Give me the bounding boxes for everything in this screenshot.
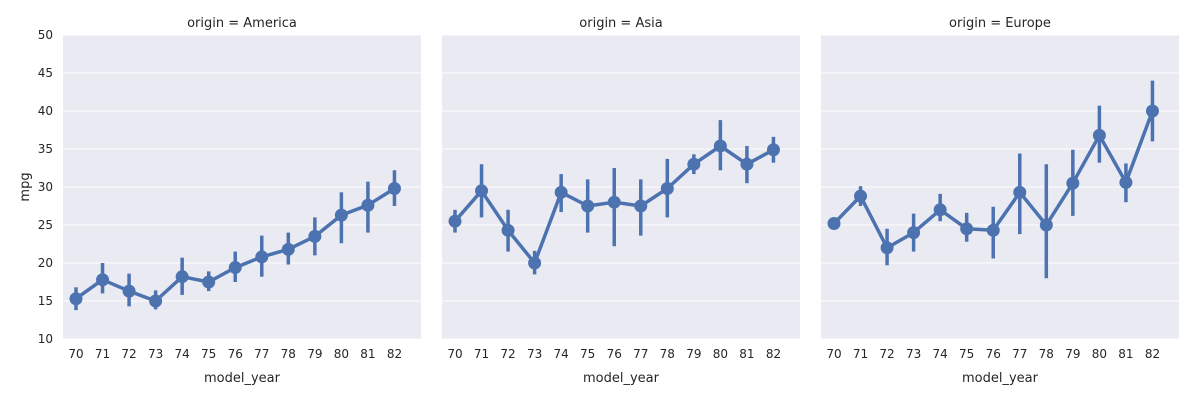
x-tick-label: 75 — [580, 347, 595, 361]
data-point — [122, 284, 136, 298]
x-tick-label: 76 — [228, 347, 243, 361]
x-tick-label: 77 — [633, 347, 648, 361]
x-axis-label: model_year — [204, 371, 281, 386]
y-tick-label: 25 — [38, 218, 53, 232]
data-point — [69, 292, 83, 306]
x-axis-label: model_year — [583, 371, 660, 386]
x-tick-label: 81 — [1118, 347, 1133, 361]
y-tick-label: 35 — [38, 142, 53, 156]
data-point — [281, 242, 295, 256]
data-point — [175, 270, 189, 284]
x-tick-label: 80 — [1092, 347, 1107, 361]
x-tick-label: 74 — [554, 347, 569, 361]
x-tick-label: 70 — [826, 347, 841, 361]
data-point — [687, 157, 701, 171]
x-tick-label: 71 — [474, 347, 489, 361]
data-point — [713, 139, 727, 153]
data-point — [554, 185, 568, 199]
x-tick-label: 81 — [739, 347, 754, 361]
data-point — [960, 222, 974, 236]
y-tick-label: 10 — [38, 332, 53, 346]
x-tick-label: 79 — [686, 347, 701, 361]
x-tick-label: 71 — [95, 347, 110, 361]
data-point — [228, 261, 242, 275]
data-point — [854, 189, 868, 203]
x-tick-label: 77 — [254, 347, 269, 361]
x-tick-label: 80 — [334, 347, 349, 361]
y-tick-label: 45 — [38, 66, 53, 80]
data-point — [501, 223, 515, 237]
data-point — [907, 226, 921, 240]
x-tick-label: 74 — [175, 347, 190, 361]
x-tick-label: 73 — [527, 347, 542, 361]
x-tick-label: 74 — [933, 347, 948, 361]
data-point — [660, 182, 674, 196]
data-point — [255, 250, 269, 264]
data-point — [308, 229, 322, 243]
data-point — [986, 223, 1000, 237]
x-tick-label: 76 — [607, 347, 622, 361]
data-point — [933, 203, 947, 217]
x-tick-label: 80 — [713, 347, 728, 361]
x-tick-label: 82 — [387, 347, 402, 361]
y-axis-label: mpg — [18, 172, 33, 201]
data-point — [334, 208, 348, 222]
data-point — [581, 199, 595, 213]
y-tick-label: 15 — [38, 294, 53, 308]
x-tick-label: 79 — [1065, 347, 1080, 361]
x-tick-label: 70 — [68, 347, 83, 361]
x-tick-label: 71 — [853, 347, 868, 361]
y-tick-label: 30 — [38, 180, 53, 194]
y-tick-label: 20 — [38, 256, 53, 270]
y-tick-label: 40 — [38, 104, 53, 118]
x-axis-label: model_year — [962, 371, 1039, 386]
x-tick-label: 77 — [1012, 347, 1027, 361]
data-point — [1039, 218, 1053, 232]
data-point — [880, 241, 894, 255]
data-point — [361, 198, 375, 212]
x-tick-label: 72 — [121, 347, 136, 361]
data-point — [607, 195, 621, 209]
panel-title: origin = Asia — [579, 16, 662, 31]
x-tick-label: 81 — [360, 347, 375, 361]
x-tick-label: 78 — [660, 347, 675, 361]
panel-title: origin = America — [187, 16, 297, 31]
data-point — [1092, 128, 1106, 142]
x-tick-label: 72 — [879, 347, 894, 361]
x-tick-label: 78 — [1039, 347, 1054, 361]
data-point — [740, 157, 754, 171]
x-tick-label: 72 — [500, 347, 515, 361]
x-tick-label: 82 — [1145, 347, 1160, 361]
data-point — [528, 256, 542, 270]
x-tick-label: 75 — [201, 347, 216, 361]
x-tick-label: 79 — [307, 347, 322, 361]
data-point — [387, 182, 401, 196]
data-point — [1066, 176, 1080, 190]
x-tick-label: 82 — [766, 347, 781, 361]
data-point — [766, 143, 780, 157]
x-tick-label: 78 — [281, 347, 296, 361]
x-tick-label: 73 — [148, 347, 163, 361]
x-tick-label: 75 — [959, 347, 974, 361]
data-point — [634, 199, 648, 213]
data-point — [448, 214, 462, 228]
x-tick-label: 73 — [906, 347, 921, 361]
data-point — [475, 184, 489, 198]
x-tick-label: 76 — [986, 347, 1001, 361]
data-point — [1145, 104, 1159, 118]
data-point — [202, 275, 216, 289]
y-tick-label: 50 — [38, 28, 53, 42]
data-point — [827, 216, 841, 230]
data-point — [1013, 185, 1027, 199]
data-point — [1119, 175, 1133, 189]
data-point — [96, 273, 110, 287]
data-point — [149, 294, 163, 308]
panel-title: origin = Europe — [949, 16, 1051, 31]
x-tick-label: 70 — [447, 347, 462, 361]
